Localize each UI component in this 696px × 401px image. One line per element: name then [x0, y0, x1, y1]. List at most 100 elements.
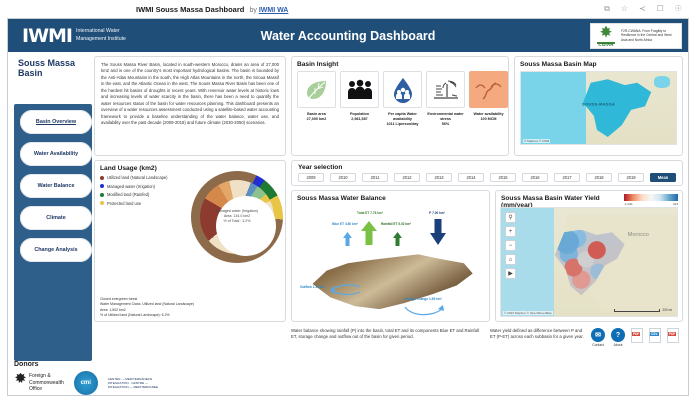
country-label: Morocco — [627, 231, 649, 238]
water-yield-caption: Water yield defined as difference betwee… — [490, 328, 584, 340]
ocean-area — [521, 72, 587, 144]
pdf-download-button[interactable]: PDF — [631, 328, 643, 343]
storage-change-arrow-icon — [404, 305, 444, 316]
year-button-2015[interactable]: 2015 — [490, 173, 516, 182]
search-icon[interactable]: ⚲ — [505, 212, 516, 223]
legend-item-protected-land[interactable]: Protected land use — [100, 201, 280, 206]
copy-icon[interactable]: ⧉ — [604, 4, 610, 13]
sidebar-item-change-analysis[interactable]: Change Analysis — [20, 238, 92, 262]
iwmi-sub-line1: International Water — [76, 28, 120, 35]
rainfall-et-arrow-icon — [393, 232, 402, 246]
legend-item-utilized-land[interactable]: Utilized land (Natural Landscape) — [100, 175, 280, 180]
year-button-2009[interactable]: 2009 — [298, 173, 324, 182]
home-icon[interactable]: ⌂ — [505, 254, 516, 265]
pdf-doc-icon-2: PDF — [667, 328, 679, 343]
right-stack: Year selection 2009 2010 2011 2012 2013 … — [291, 160, 683, 322]
insight-item-population: Population 2,981,587 — [340, 71, 379, 127]
pan-icon[interactable]: ▶ — [505, 268, 516, 279]
insight-item-per-capita-water: Per capita Water availability 1011 L/per… — [383, 71, 422, 127]
outflow-label: Outflow 1.36 km³ — [300, 285, 326, 289]
browser-byline: by IWMI WA — [249, 7, 288, 14]
contact-button[interactable]: ✉ Contact — [591, 328, 605, 347]
basin-map-label: SOUSS-MASSA — [581, 101, 616, 107]
lake-area — [654, 76, 670, 88]
year-button-mean[interactable]: Mean — [650, 173, 676, 182]
account-icon[interactable]: ☉ — [674, 4, 682, 13]
footnote-line3: Area: 1,502 km2 — [100, 307, 126, 312]
insight-value: 1011 L/person/day — [386, 121, 419, 126]
year-button-2017[interactable]: 2017 — [554, 173, 580, 182]
insight-caption: Population 2,981,587 — [340, 112, 379, 122]
byline-label: by — [249, 6, 257, 14]
donut-center-label: Managed water (Irrigation) Area: 134.0 k… — [207, 209, 267, 225]
cmi-line1: CENTER — MEDITERRANEAN — [107, 376, 153, 381]
insight-caption: Per capita Water availability 1011 L/per… — [383, 112, 422, 127]
donut-center-area: Area: 134.0 km2 — [223, 214, 251, 219]
insight-value: 100 MCM — [480, 116, 497, 121]
river-mountain-icon-svg — [475, 81, 501, 100]
sidebar-item-basin-overview[interactable]: Basin Overview — [20, 110, 92, 134]
colorbar-gradient — [624, 194, 678, 201]
browser-title: IWMI Souss Massa Dashboard by IWMI WA — [136, 5, 288, 14]
year-button-2013[interactable]: 2013 — [426, 173, 452, 182]
scale-bar-line — [614, 309, 661, 312]
fco-line3: Office — [29, 386, 42, 393]
total-et-label: Total ET 7.78 km³ — [357, 211, 383, 215]
pdf-download-button-2[interactable]: PDF — [667, 328, 679, 343]
sidebar-item-water-availability[interactable]: Water Availability — [20, 142, 92, 166]
sidebar-item-climate[interactable]: Climate — [20, 206, 92, 230]
insight-label: Water availability — [473, 112, 504, 116]
iwmi-sub-line2: Management Institute — [76, 35, 126, 42]
zoom-out-icon[interactable]: − — [505, 240, 516, 251]
star-icon[interactable]: ☆ — [620, 4, 628, 13]
basin-insight-card: Basin Insight Basin are — [291, 56, 509, 156]
year-button-2012[interactable]: 2012 — [394, 173, 420, 182]
year-button-2019[interactable]: 2019 — [618, 173, 644, 182]
water-yield-map[interactable]: Morocco ⚲ + − ⌂ ▶ — [500, 207, 678, 317]
land-usage-donut-chart[interactable]: Managed water (Irrigation) Area: 134.0 k… — [191, 171, 283, 263]
footnote-line2: Water Management Class: Utilized land (N… — [100, 302, 195, 307]
colorbar-labels: -1,041 313 — [624, 202, 678, 206]
share-icon[interactable]: ≺ — [638, 4, 646, 13]
sidebar-item-label: Climate — [46, 215, 66, 221]
donut-outer-ring[interactable]: Managed water (Irrigation) Area: 134.0 k… — [191, 171, 283, 263]
donut-inner-hole — [216, 196, 276, 256]
donut-center-percent: % of Total : 3.2% — [223, 219, 251, 224]
footnote-line1: Closed evergreen forest — [100, 297, 138, 301]
iwmi-logo: IWMI International Water Management Inst… — [8, 25, 126, 47]
sidebar-item-water-balance[interactable]: Water Balance — [20, 174, 92, 198]
iwmi-logo-mark: IWMI — [22, 24, 73, 47]
year-button-2014[interactable]: 2014 — [458, 173, 484, 182]
row-detail: Land Usage (km2) Utilized land (Natural … — [94, 160, 683, 322]
dry-tree-icon-svg — [433, 80, 458, 99]
dashboard-page: IWMI International Water Management Inst… — [7, 18, 689, 396]
donut-center-title: Managed water (Irrigation) — [215, 209, 259, 214]
water-yield-card: Souss Massa Basin Water Yield (mm/year) … — [495, 190, 683, 322]
help-icon: ? — [611, 328, 625, 342]
basin-polygon[interactable] — [582, 79, 652, 138]
insight-label: Population — [349, 112, 370, 116]
basin-insight-items: Basin area 27,000 km2 — [297, 71, 508, 127]
year-button-2011[interactable]: 2011 — [362, 173, 388, 182]
donut-inner-ring[interactable] — [200, 180, 276, 256]
iwmi-wa-link[interactable]: IWMI WA — [258, 6, 289, 14]
year-button-2016[interactable]: 2016 — [522, 173, 548, 182]
pdf-tag: PDF — [632, 332, 641, 336]
year-selection-card: Year selection 2009 2010 2011 2012 2013 … — [291, 160, 683, 186]
water-drop-people-icon — [383, 71, 422, 108]
about-button[interactable]: ? About — [611, 328, 625, 347]
legend-item-modified-land[interactable]: Modified land (Rainfed) — [100, 192, 280, 197]
scale-bar-label: 200 mi — [662, 308, 672, 312]
basin-map-image[interactable]: SOUSS-MASSA © Mapbox © OSM — [520, 71, 677, 145]
browser-title-text: IWMI Souss Massa Dashboard — [136, 4, 245, 14]
basin-map-attribution: © Mapbox © OSM — [523, 139, 551, 143]
zoom-in-icon[interactable]: + — [505, 226, 516, 237]
present-icon[interactable]: ☐ — [656, 4, 664, 13]
blue-et-arrow-icon — [343, 232, 352, 246]
footer-icons: ✉ Contact ? About PDF — [591, 328, 683, 378]
legend-item-managed-water[interactable]: Managed water (Irrigation) — [100, 184, 280, 189]
insight-value: 2,981,587 — [351, 116, 368, 121]
csv-download-button[interactable]: CSV — [649, 328, 661, 343]
year-button-2018[interactable]: 2018 — [586, 173, 612, 182]
year-button-2010[interactable]: 2010 — [330, 173, 356, 182]
